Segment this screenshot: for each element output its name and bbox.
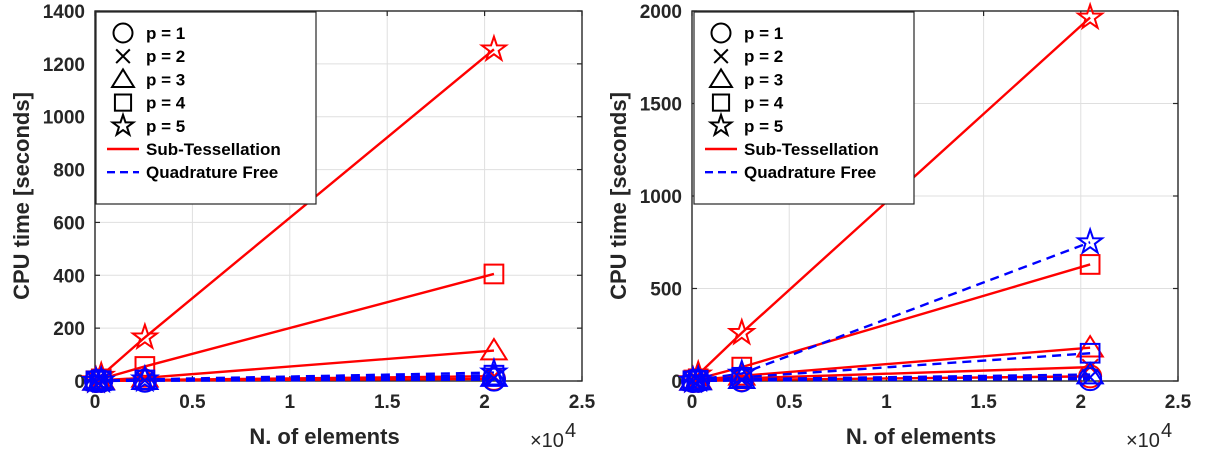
y-tick-label: 600 [53,213,85,234]
legend-marker-triangle [110,67,136,88]
legend-label: p = 4 [744,94,784,113]
y-axis-title: CPU time [seconds] [606,92,631,300]
y-tick-label: 1500 [640,95,682,116]
data-point-quad-star [1075,226,1106,256]
series-line-quad-star [692,241,1091,382]
x-multiplier: ×10 4 [530,420,576,452]
data-point-quad-star [129,363,160,393]
legend-label: Sub-Tessellation [146,140,281,159]
legend: p = 1 p = 2 p = 3 p = 4 p = 5 Sub-Tessellatio… [693,11,915,205]
y-tick-label: 0 [671,372,682,393]
legend-label: p = 5 [744,117,783,136]
chart-panel: 0 0.5 1 1.5 2 2.5 0 500 1000 1500 2000 N. of elemen… [606,1,1192,452]
legend-label: p = 1 [146,24,185,43]
legend-label: Quadrature Free [744,163,876,182]
legend-label: p = 3 [744,70,783,89]
x-multiplier-base: ×10 [530,430,564,452]
x-axis-title: N. of elements [249,424,399,449]
y-tick-label: 1000 [640,187,682,208]
data-point-sub-triangle [1075,334,1105,358]
legend-label: Quadrature Free [146,163,278,182]
x-tick-label: 1.5 [374,392,401,413]
legend-marker-square [113,93,133,112]
x-tick-label: 0.5 [776,392,803,413]
series-line-quad-star [95,371,494,383]
data-point-quad-square [134,369,156,391]
legend-box [95,11,317,205]
y-tick-label: 400 [53,266,85,287]
legend-marker-x [713,48,729,64]
y-tick-label: 0 [74,372,85,393]
y-tick-label: 500 [650,280,682,301]
x-tick-label: 2.5 [569,392,596,413]
legend-marker-square [711,93,731,112]
data-point-quad-star [726,357,757,387]
legend-label: p = 2 [744,47,783,66]
data-point-sub-square [1079,254,1101,275]
x-axis-title: N. of elements [846,424,996,449]
legend-marker-triangle [708,67,734,88]
x-tick-label: 2.5 [1165,392,1192,413]
data-point-sub-square [483,263,505,285]
data-point-sub-star [129,321,160,351]
data-point-quad-star [478,356,509,386]
legend-label: p = 3 [146,70,185,89]
x-multiplier: ×10 4 [1126,420,1172,452]
data-point-quad-square [1079,342,1101,364]
y-tick-label: 1200 [43,55,85,76]
x-multiplier-base: ×10 [1126,430,1160,452]
data-point-sub-star [478,33,509,63]
legend-marker-star [109,111,137,138]
x-multiplier-exponent: 4 [1161,420,1172,442]
data-point-quad-square [731,366,753,388]
x-tick-label: 2 [479,392,490,413]
y-tick-label: 1000 [43,108,85,129]
y-tick-label: 200 [53,319,85,340]
legend-marker-circle [710,22,732,44]
legend: p = 1 p = 2 p = 3 p = 4 p = 5 Sub-Tessellatio… [95,11,317,205]
legend-box [693,11,915,205]
data-point-sub-star [1075,1,1106,31]
chart-panel: 0 0.5 1 1.5 2 2.5 0 200 400 600 800 1000 1200 1400 N. … [9,2,596,452]
x-tick-label: 1 [285,392,296,413]
data-point-quad-square [483,364,505,386]
data-point-sub-star [726,317,757,346]
legend-label: p = 4 [146,94,186,113]
x-multiplier-exponent: 4 [565,420,576,442]
x-tick-label: 0 [687,392,698,413]
data-point-quad-star [683,363,714,393]
legend-label: Sub-Tessellation [744,140,879,159]
x-tick-label: 1.5 [970,392,997,413]
data-point-quad-circle [481,367,506,392]
x-tick-label: 0.5 [179,392,206,413]
y-tick-label: 800 [53,161,85,182]
legend-label: p = 5 [146,117,185,136]
x-tick-label: 0 [90,392,101,413]
x-tick-label: 2 [1076,392,1087,413]
data-point-sub-square [134,356,156,377]
x-tick-label: 1 [881,392,892,413]
data-point-quad-star [86,364,117,394]
series-group [80,33,509,394]
series-group [677,1,1106,394]
legend-label: p = 2 [146,47,185,66]
y-tick-label: 1400 [43,2,85,23]
legend-label: p = 1 [744,24,783,43]
y-tick-label: 2000 [640,2,682,23]
legend-marker-star [707,111,735,138]
y-axis-title: CPU time [seconds] [9,92,34,300]
legend-marker-circle [112,22,134,44]
legend-marker-x [115,48,131,64]
data-point-quad-triangle [479,363,509,387]
data-point-quad-triangle [1075,361,1105,385]
